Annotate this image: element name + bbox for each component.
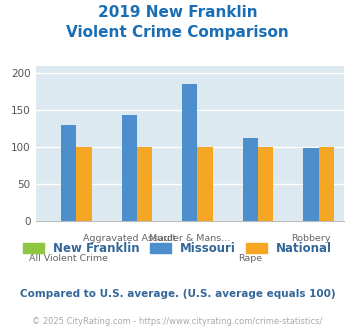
Bar [137, 147, 152, 221]
Text: © 2025 CityRating.com - https://www.cityrating.com/crime-statistics/: © 2025 CityRating.com - https://www.city… [32, 317, 323, 326]
Text: Robbery: Robbery [291, 234, 331, 243]
Text: All Violent Crime: All Violent Crime [29, 254, 108, 263]
Text: 2019 New Franklin: 2019 New Franklin [98, 5, 257, 20]
Text: Murder & Mans...: Murder & Mans... [149, 234, 230, 243]
Bar [76, 147, 92, 221]
Bar [122, 115, 137, 221]
Text: Compared to U.S. average. (U.S. average equals 100): Compared to U.S. average. (U.S. average … [20, 289, 335, 299]
Bar [243, 138, 258, 221]
Bar [197, 147, 213, 221]
Bar [304, 148, 319, 221]
Text: Aggravated Assault: Aggravated Assault [83, 234, 176, 243]
Bar [319, 147, 334, 221]
Text: Rape: Rape [239, 254, 263, 263]
Bar [61, 125, 76, 221]
Legend: New Franklin, Missouri, National: New Franklin, Missouri, National [18, 237, 337, 260]
Bar [258, 147, 273, 221]
Bar [182, 84, 197, 221]
Text: Violent Crime Comparison: Violent Crime Comparison [66, 25, 289, 40]
